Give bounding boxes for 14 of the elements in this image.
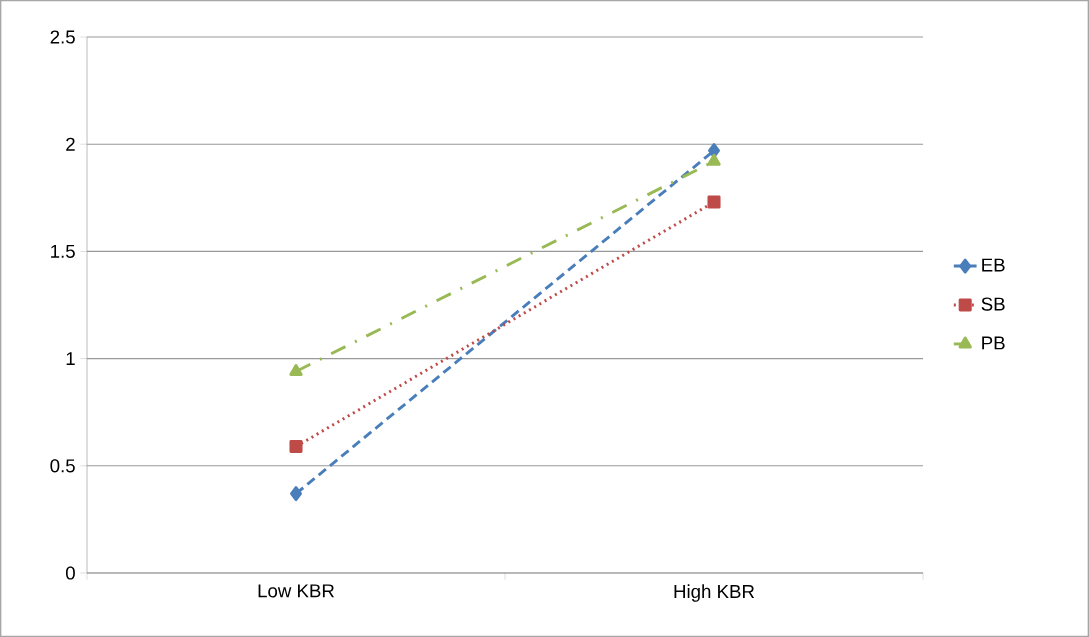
y-tick-label: 0 [65, 566, 75, 580]
point [290, 486, 302, 502]
legend-label: EB [982, 258, 1005, 272]
y-tick-label: 1 [66, 352, 75, 366]
legend-label: SB [981, 297, 1005, 311]
y-tick-label: 2 [66, 137, 75, 151]
point [707, 195, 721, 209]
y-tick-label: 1.5 [51, 244, 75, 258]
legend-label: PB [982, 336, 1005, 350]
x-tick-label: High KBR [674, 584, 755, 602]
y-tick-label: 0.5 [50, 459, 75, 473]
point [289, 439, 303, 454]
x-tick-label: Low KBR [258, 584, 335, 598]
y-tick-label: 2.5 [50, 30, 75, 44]
